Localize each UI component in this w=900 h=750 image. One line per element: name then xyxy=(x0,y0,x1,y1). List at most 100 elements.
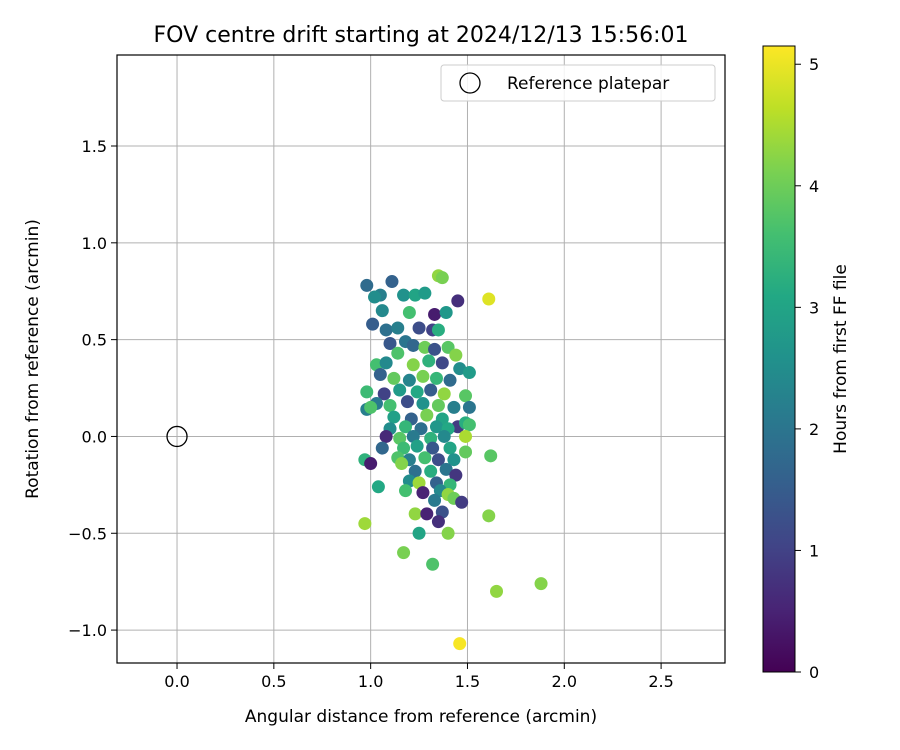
colorbar-tick-label: 5 xyxy=(809,55,819,74)
data-point xyxy=(373,367,387,381)
data-point xyxy=(429,420,443,434)
grid xyxy=(117,55,725,663)
data-point xyxy=(406,338,420,352)
x-tick-label: 1.5 xyxy=(455,672,480,691)
colorbar xyxy=(762,45,796,673)
colorbar-tick-label: 3 xyxy=(809,298,819,317)
data-point xyxy=(360,385,374,399)
data-point xyxy=(418,451,432,465)
data-point xyxy=(385,275,399,289)
data-point xyxy=(402,306,416,320)
chart-title: FOV centre drift starting at 2024/12/13 … xyxy=(154,23,689,48)
data-point xyxy=(379,356,393,370)
data-point xyxy=(424,464,438,478)
data-point xyxy=(437,429,451,443)
data-point xyxy=(459,445,473,459)
legend: Reference platepar xyxy=(440,64,716,102)
reference-platepar-marker xyxy=(166,425,188,448)
y-tick-label: 1.5 xyxy=(82,137,107,156)
legend-box xyxy=(440,64,716,102)
data-point xyxy=(387,410,401,424)
data-point xyxy=(397,441,411,455)
y-tick-label: 1.0 xyxy=(82,234,107,253)
legend-label: Reference platepar xyxy=(507,74,669,94)
data-point xyxy=(368,290,382,304)
data-point xyxy=(431,515,445,529)
data-point xyxy=(366,317,380,331)
data-point xyxy=(395,457,409,471)
x-tick-label: 0.0 xyxy=(164,672,189,691)
colorbar-label: Hours from first FF file xyxy=(831,264,851,454)
data-point xyxy=(435,356,449,370)
y-tick-label: 0.0 xyxy=(82,427,107,446)
data-point xyxy=(412,321,426,335)
data-point xyxy=(410,385,424,399)
data-point xyxy=(406,358,420,372)
data-point xyxy=(364,457,378,471)
data-point xyxy=(383,337,397,351)
data-point xyxy=(426,557,440,571)
data-point xyxy=(447,453,461,467)
data-point xyxy=(453,637,467,651)
data-point xyxy=(416,397,430,411)
data-point xyxy=(410,439,424,453)
x-tick-label: 2.5 xyxy=(648,672,673,691)
data-point xyxy=(418,340,432,354)
data-point xyxy=(364,400,378,414)
data-point xyxy=(459,389,473,403)
data-point xyxy=(416,486,430,500)
data-point xyxy=(402,373,416,387)
data-point xyxy=(484,449,498,463)
data-point xyxy=(420,408,434,422)
data-point xyxy=(455,495,469,509)
data-point xyxy=(408,288,422,302)
data-point xyxy=(426,441,440,455)
data-point xyxy=(399,420,413,434)
data-point xyxy=(435,271,449,285)
data-point xyxy=(391,321,405,335)
x-tick-label: 2.0 xyxy=(552,672,577,691)
data-point xyxy=(534,577,548,591)
data-point xyxy=(441,526,455,540)
y-tick-label: −0.5 xyxy=(68,524,107,543)
data-point xyxy=(439,462,453,476)
data-point xyxy=(449,468,463,482)
y-tick-label: 0.5 xyxy=(82,331,107,350)
colorbar-ticks: 0 1 2 3 4 5 xyxy=(795,55,819,682)
data-point xyxy=(459,429,473,443)
data-point xyxy=(443,373,457,387)
y-tick-label: −1.0 xyxy=(68,621,107,640)
data-point xyxy=(424,431,438,445)
data-point xyxy=(387,371,401,385)
data-point xyxy=(408,464,422,478)
data-point xyxy=(482,509,496,523)
x-axis-label: Angular distance from reference (arcmin) xyxy=(245,707,597,727)
colorbar-tick-label: 1 xyxy=(809,541,819,560)
data-point xyxy=(429,371,443,385)
data-point xyxy=(462,366,476,380)
colorbar-tick-label: 0 xyxy=(809,663,819,682)
data-point xyxy=(391,346,405,360)
data-point xyxy=(358,517,372,531)
y-axis-ticks: −1.0 −0.5 0.0 0.5 1.0 1.5 xyxy=(68,137,117,640)
data-point xyxy=(383,398,397,412)
data-point xyxy=(431,323,445,337)
data-point xyxy=(451,294,465,308)
data-point xyxy=(418,286,432,300)
data-point xyxy=(424,383,438,397)
y-axis-label: Rotation from reference (arcmin) xyxy=(23,219,43,499)
data-point xyxy=(399,484,413,498)
data-point xyxy=(428,493,442,507)
data-point xyxy=(379,323,393,337)
data-point xyxy=(462,400,476,414)
x-axis-ticks: 0.0 0.5 1.0 1.5 2.0 2.5 xyxy=(164,663,674,691)
data-point xyxy=(449,348,463,362)
data-point xyxy=(397,546,411,560)
colorbar-tick-label: 4 xyxy=(809,177,819,196)
data-points xyxy=(358,269,548,651)
data-point xyxy=(428,307,442,321)
data-point xyxy=(428,342,442,356)
data-point xyxy=(482,292,496,306)
data-point xyxy=(416,369,430,383)
